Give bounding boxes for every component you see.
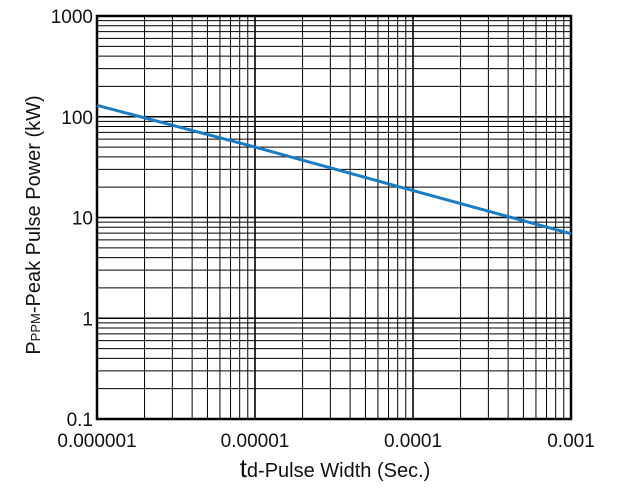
y-tick-label: 0.1 [67,410,93,431]
y-axis-label: PPPM-Peak Pulse Power (kW) [23,95,45,354]
x-tick-label: 0.0001 [384,431,442,452]
series-layer [96,103,572,236]
y-tick-label: 10 [72,209,93,230]
series-line [96,103,572,236]
x-tick-label: 0.00001 [221,431,290,452]
y-tick-label: 1 [82,309,93,330]
x-axis-label: td-Pulse Width (Sec.) [240,453,431,483]
major-grid [97,16,571,419]
y-tick-labels: 0.1 1 10 100 1000 [51,7,93,431]
x-tick-label: 0.001 [547,431,595,452]
x-tick-label: 0.000001 [57,431,136,452]
y-tick-label: 100 [61,108,93,129]
y-tick-label: 1000 [51,7,93,28]
plot-frame [95,14,573,421]
x-tick-labels: 0.000001 0.00001 0.0001 0.001 [57,431,594,452]
